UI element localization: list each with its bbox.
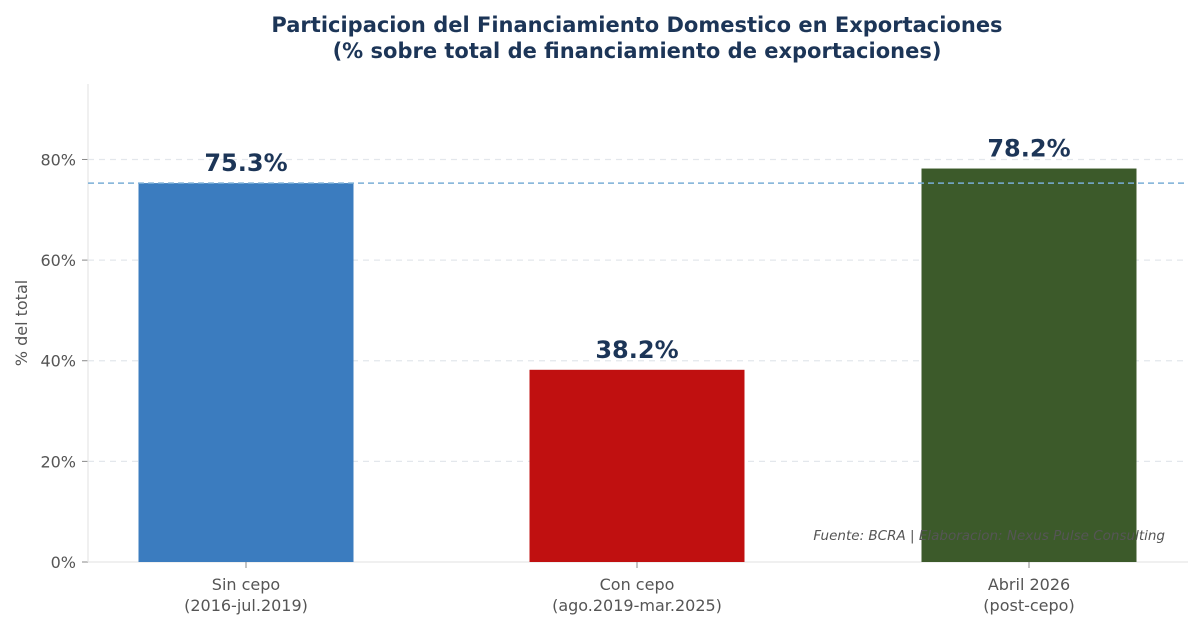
- value-label: 38.2%: [595, 336, 678, 364]
- chart-subtitle: (% sobre total de financiamiento de expo…: [333, 39, 942, 63]
- bar: [921, 168, 1137, 563]
- y-axis-label: % del total: [12, 280, 31, 366]
- chart-title: Participacion del Financiamiento Domesti…: [271, 13, 1002, 37]
- value-label: 78.2%: [987, 135, 1070, 163]
- y-tick-label: 60%: [40, 251, 76, 270]
- bars: [138, 168, 1137, 563]
- y-tick-label: 0%: [51, 553, 76, 572]
- x-tick-label: Con cepo: [600, 575, 675, 594]
- y-tick-label: 20%: [40, 452, 76, 471]
- value-labels: 75.3% 38.2% 78.2%: [204, 135, 1070, 364]
- x-tick-label: Sin cepo: [212, 575, 280, 594]
- bar: [138, 183, 354, 562]
- source-note: Fuente: BCRA | Elaboracion: Nexus Pulse …: [813, 528, 1165, 544]
- tick-labels: 0% 20% 40% 60% 80% Sin cepo (2016-jul.2019) Con…: [40, 150, 1074, 615]
- x-tick-label: (2016-jul.2019): [184, 596, 308, 615]
- value-label: 75.3%: [204, 149, 287, 177]
- y-tick-label: 40%: [40, 352, 76, 371]
- bar: [529, 369, 745, 562]
- y-tick-label: 80%: [40, 150, 76, 169]
- x-tick-label: (post-cepo): [983, 596, 1074, 615]
- x-tick-label: Abril 2026: [988, 575, 1070, 594]
- x-tick-label: (ago.2019-mar.2025): [552, 596, 722, 615]
